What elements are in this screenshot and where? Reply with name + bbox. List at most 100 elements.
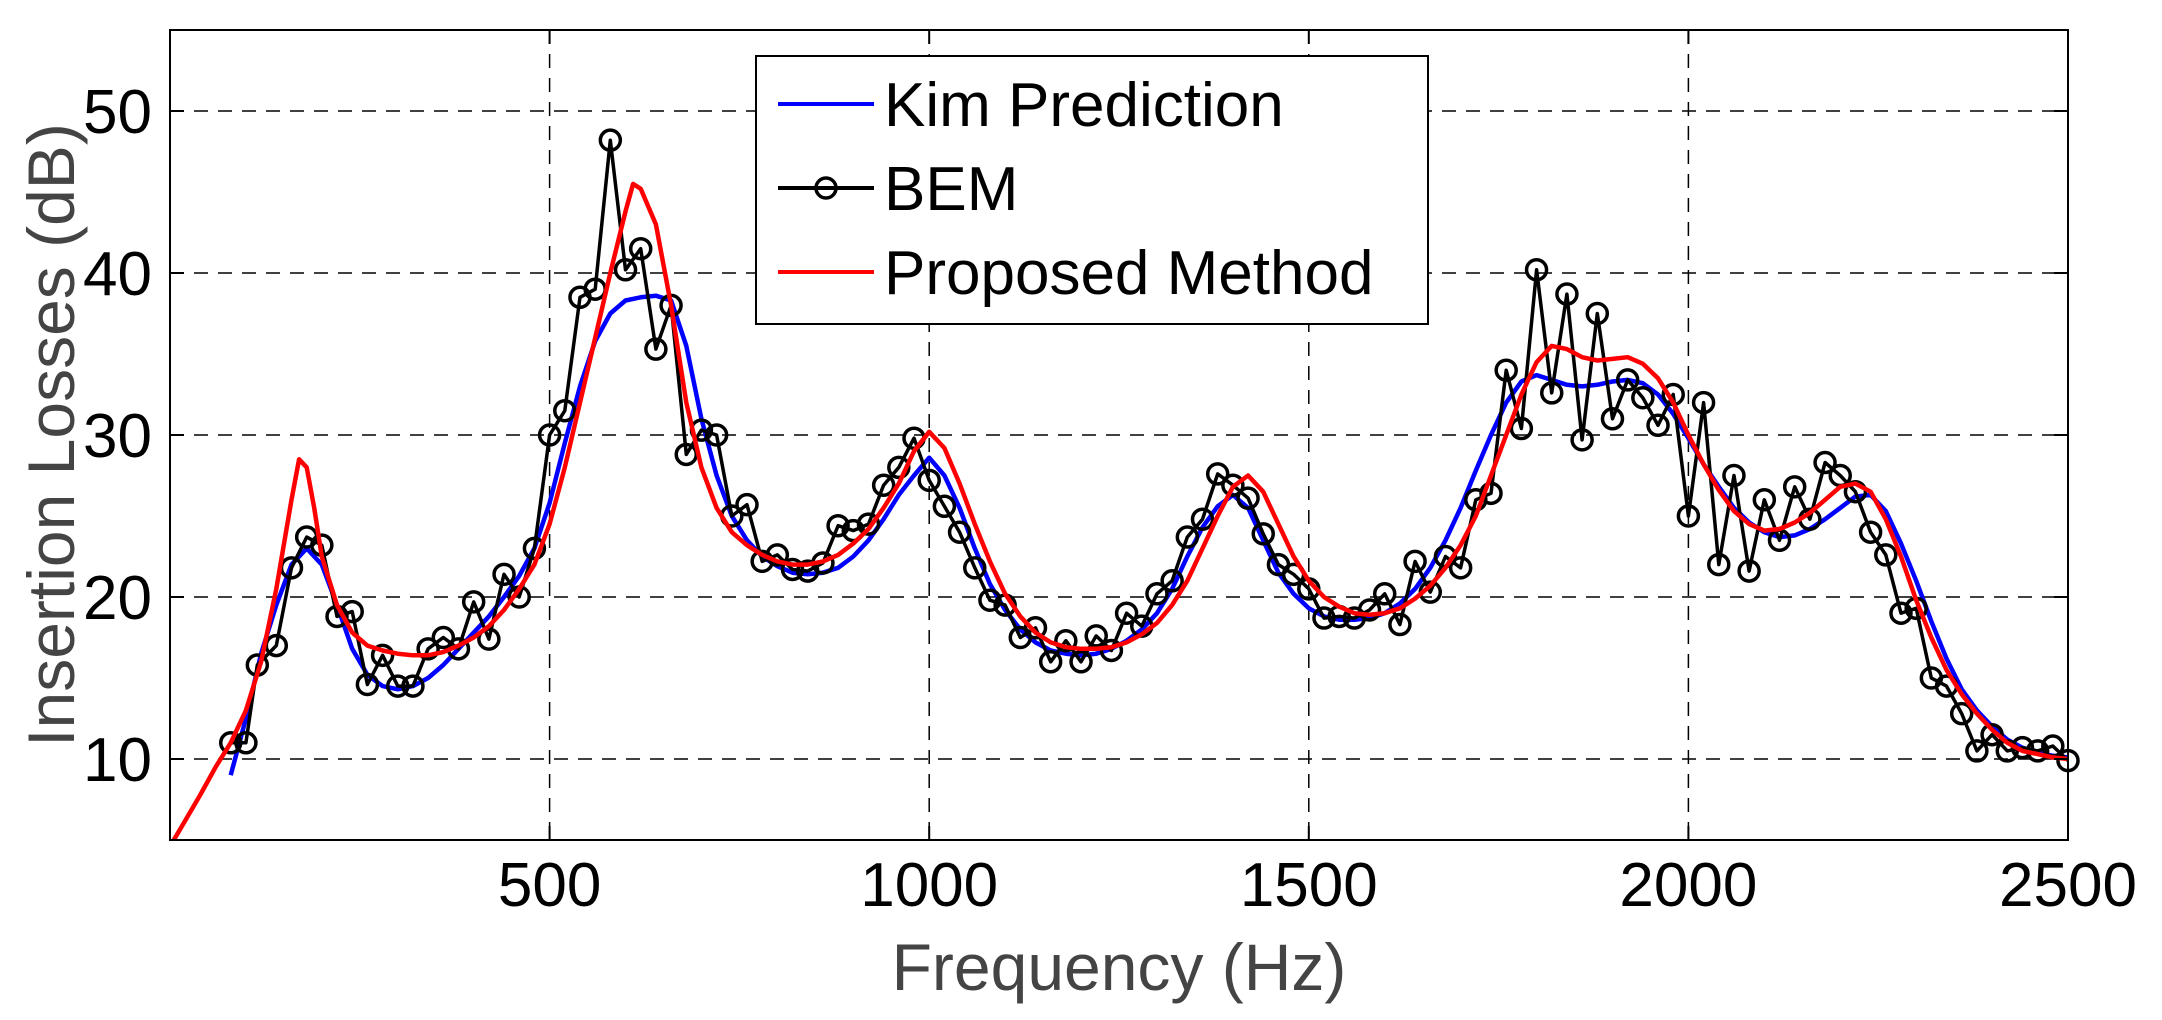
data-point-bem [856,512,881,536]
data-point-bem [963,556,987,580]
data-point-bem [1114,601,1139,625]
y-axis-label: Insertion Losses (dB) [14,123,88,747]
data-point-bem [826,513,850,538]
data-point-bem [1160,569,1184,593]
data-point-bem [1524,258,1549,282]
data-point-bem [1782,475,1807,499]
data-point-bem [1509,416,1534,441]
data-point-bem [553,398,577,423]
data-point-bem [537,423,562,447]
data-point-bem [1615,368,1640,392]
y-tick-label: 30 [83,402,152,471]
data-point-bem [1600,407,1625,431]
data-point-bem [1676,504,1701,528]
data-point-bem [1221,473,1245,497]
data-point-bem [1585,301,1610,326]
data-point-bem [1980,722,2004,747]
data-point-bem [1539,381,1564,405]
tick-marks [170,30,2069,840]
data-point-bem [1707,552,1731,577]
data-point-bem [234,731,258,755]
data-point-bem [1205,462,1230,486]
data-point-bem [1388,612,1412,637]
data-point-bem [1949,701,1974,726]
y-tick-label: 50 [83,78,152,147]
data-point-bem [1737,559,1761,583]
data-point-bem [416,637,440,661]
data-point-bem [1054,628,1078,653]
data-point-bem [431,625,456,650]
data-point-bem [1874,543,1898,567]
y-tick-label: 10 [83,726,152,795]
y-tick-label: 20 [83,564,152,633]
data-point-bem [1175,525,1200,549]
data-point-bem [978,588,1002,612]
series-line-proposed-method [171,181,2069,842]
data-point-bem [644,337,668,361]
data-point-bem [1084,624,1108,648]
data-point-bem [1069,650,1093,674]
data-point-bem [1570,428,1594,452]
data-point-bem [871,473,896,497]
x-tick-label: 500 [498,851,601,920]
data-point-bem [1145,582,1169,606]
data-point-bem [1403,549,1427,574]
data-point-bem [386,674,410,698]
data-point-bem [1722,463,1746,488]
data-point-bem [1965,739,1989,763]
data-point-bem [1357,598,1382,622]
x-tick-label: 2500 [1999,851,2137,920]
data-point-bem [735,492,759,517]
data-point-bem [218,731,243,755]
data-point-bem [1448,556,1473,580]
series-layer [171,128,2080,842]
data-point-bem [598,128,623,152]
x-tick-label: 1500 [1240,851,1378,920]
data-point-bem [917,468,941,493]
data-point-bem [932,494,957,519]
data-point-bem [613,258,638,282]
legend-marker-bem [814,176,838,200]
y-tick-labels: 10 20 30 40 50 [83,78,152,795]
data-point-bem [1555,282,1579,306]
data-point-bem [1646,413,1670,438]
data-point-bem [1038,650,1063,674]
series-proposed-method [171,181,2069,842]
data-point-bem [1691,390,1716,415]
data-point-bem [370,643,395,668]
data-point-bem [1312,606,1336,630]
gridlines [170,30,2068,840]
data-point-bem [477,627,501,651]
x-tick-label: 2000 [1619,851,1757,920]
data-point-bem [1494,358,1518,382]
data-point-bem [1752,488,1777,512]
data-point-bem [1023,616,1048,640]
data-point-bem [1813,450,1837,475]
data-point-bem [401,674,425,698]
x-tick-labels: 500 1000 1500 2000 2500 [498,851,2137,920]
x-axis-label: Frequency (Hz) [892,930,1347,1004]
data-point-bem [1889,601,1913,625]
y-tick-label: 40 [83,240,152,309]
data-point-bem [492,562,516,587]
legend-entry-kim-prediction: Kim Prediction [884,71,1284,140]
legend-entry-bem: BEM [884,155,1018,224]
data-point-bem [628,236,653,261]
data-point-bem [780,557,805,582]
data-point-bem [1236,486,1260,510]
data-point-bem [1858,520,1883,544]
data-point-bem [704,423,729,447]
data-point-bem [1251,522,1275,546]
data-point-bem [947,520,972,544]
data-point-bem [1372,582,1397,606]
legend-entry-proposed-method: Proposed Method [884,239,1373,308]
x-tick-label: 1000 [860,851,998,920]
data-point-bem [1479,481,1503,506]
data-point-bem [1190,507,1215,531]
series-line-bem [230,138,2070,762]
data-point-bem [461,590,486,614]
data-point-bem [1631,385,1655,410]
legend: Kim Prediction BEM Proposed Method [755,55,1429,325]
data-point-bem [355,672,380,697]
